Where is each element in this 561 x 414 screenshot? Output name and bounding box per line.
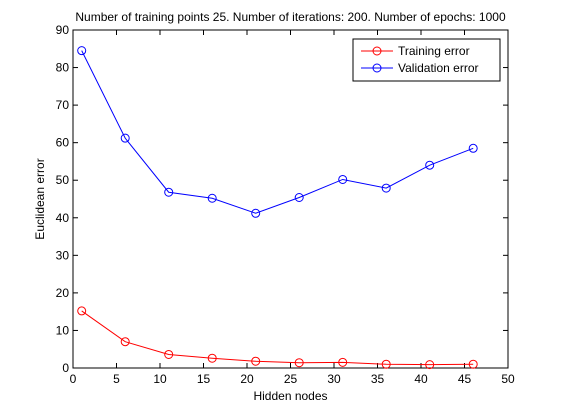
legend-marker xyxy=(372,46,382,56)
y-tick-label: 80 xyxy=(56,61,70,75)
x-tick-label: 40 xyxy=(414,372,428,386)
series-1 xyxy=(77,46,478,218)
y-tick-label: 50 xyxy=(56,173,70,187)
y-tick-label: 0 xyxy=(62,361,69,375)
data-point xyxy=(338,174,348,184)
x-tick-label: 35 xyxy=(371,372,385,386)
data-point xyxy=(77,46,87,56)
x-axis-label: Hidden nodes xyxy=(253,389,327,403)
x-tick-label: 0 xyxy=(70,372,77,386)
data-point xyxy=(468,359,478,369)
series-0 xyxy=(77,306,478,370)
x-tick-label: 10 xyxy=(153,372,167,386)
legend-label: Training error xyxy=(398,44,470,58)
data-point xyxy=(207,353,217,363)
x-tick-label: 20 xyxy=(240,372,254,386)
x-tick-label: 30 xyxy=(327,372,341,386)
series-line xyxy=(81,310,474,366)
y-tick-label: 30 xyxy=(56,248,70,262)
data-point xyxy=(425,160,435,170)
series-layer xyxy=(77,46,478,370)
y-tick-label: 40 xyxy=(56,211,70,225)
x-tick-label: 45 xyxy=(458,372,472,386)
data-point xyxy=(164,349,174,359)
axis-ticks: 0 5 10 15 20 25 30 35 40 45 50 0 10 20 30 40 50 60 70 80 90 xyxy=(56,23,515,386)
y-tick-label: 70 xyxy=(56,98,70,112)
x-tick-label: 50 xyxy=(501,372,515,386)
series-line xyxy=(81,50,474,214)
data-point xyxy=(120,337,130,347)
legend-item: Validation error xyxy=(361,61,478,75)
y-tick-label: 60 xyxy=(56,136,70,150)
legend-label: Validation error xyxy=(398,61,478,75)
data-point xyxy=(381,183,391,193)
data-point xyxy=(468,143,478,153)
data-point xyxy=(77,306,87,316)
data-point xyxy=(294,192,304,202)
data-point xyxy=(207,193,217,203)
x-tick-label: 15 xyxy=(197,372,211,386)
data-point xyxy=(251,356,261,366)
plot-area xyxy=(72,29,509,369)
x-tick-label: 5 xyxy=(113,372,120,386)
chart-title: Number of training points 25. Number of … xyxy=(75,10,506,24)
y-tick-label: 90 xyxy=(56,23,70,37)
y-tick-label: 20 xyxy=(56,286,70,300)
data-point xyxy=(251,208,261,218)
data-point xyxy=(381,359,391,369)
legend-item: Training error xyxy=(361,44,470,58)
data-point xyxy=(164,187,174,197)
x-tick-label: 25 xyxy=(284,372,298,386)
legend-marker xyxy=(372,63,382,73)
data-point xyxy=(338,357,348,367)
y-tick-label: 10 xyxy=(56,323,70,337)
legend-box xyxy=(352,38,501,82)
legend: Training error Validation error xyxy=(352,38,501,82)
data-point xyxy=(294,358,304,368)
y-axis-label: Euclidean error xyxy=(33,158,47,239)
data-point xyxy=(120,133,130,143)
data-point xyxy=(425,360,435,370)
